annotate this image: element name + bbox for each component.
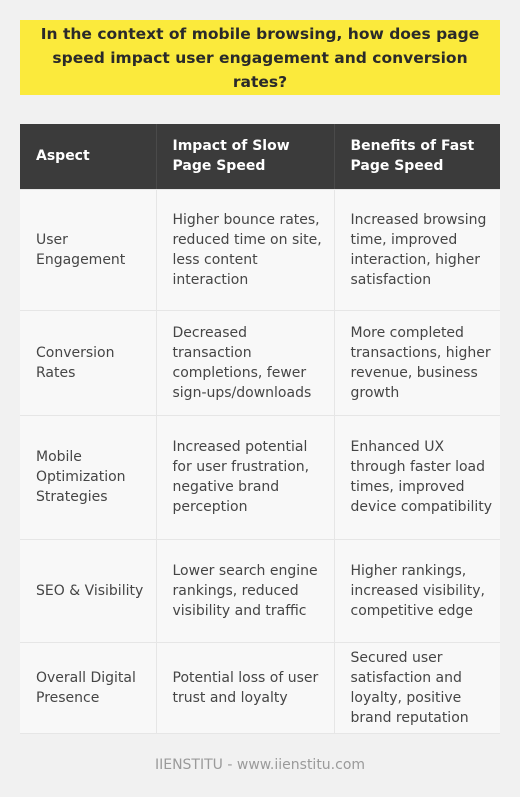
aspect-cell: SEO & Visibility: [20, 539, 157, 643]
aspect-cell: User Engagement: [20, 189, 157, 311]
fast-benefit-cell: Secured user satisfaction and loyalty, p…: [334, 642, 500, 734]
fast-benefit-cell: Higher rankings, increased visibility, c…: [334, 539, 500, 643]
comparison-table: Aspect Impact of Slow Page Speed Benefit…: [20, 124, 500, 734]
header-slow-impact: Impact of Slow Page Speed: [156, 124, 335, 190]
title-banner: In the context of mobile browsing, how d…: [20, 20, 500, 95]
table-row: Conversion Rates Decreased transaction c…: [20, 310, 500, 416]
slow-impact-cell: Higher bounce rates, reduced time on sit…: [156, 189, 335, 311]
aspect-cell: Overall Digital Presence: [20, 642, 157, 734]
fast-benefit-cell: More completed transactions, higher reve…: [334, 310, 500, 416]
aspect-cell: Mobile Optimization Strategies: [20, 415, 157, 540]
slow-impact-cell: Lower search engine rankings, reduced vi…: [156, 539, 335, 643]
slow-impact-cell: Potential loss of user trust and loyalty: [156, 642, 335, 734]
fast-benefit-cell: Increased browsing time, improved intera…: [334, 189, 500, 311]
header-aspect: Aspect: [20, 124, 157, 190]
page-title: In the context of mobile browsing, how d…: [40, 24, 480, 91]
table-row: Overall Digital Presence Potential loss …: [20, 642, 500, 734]
table-row: Mobile Optimization Strategies Increased…: [20, 415, 500, 540]
fast-benefit-cell: Enhanced UX through faster load times, i…: [334, 415, 500, 540]
table-header-row: Aspect Impact of Slow Page Speed Benefit…: [20, 124, 500, 190]
table-row: User Engagement Higher bounce rates, red…: [20, 189, 500, 311]
table-row: SEO & Visibility Lower search engine ran…: [20, 539, 500, 643]
aspect-cell: Conversion Rates: [20, 310, 157, 416]
slow-impact-cell: Decreased transaction completions, fewer…: [156, 310, 335, 416]
footer-credit: IIENSTITU - www.iienstitu.com: [154, 757, 366, 773]
slow-impact-cell: Increased potential for user frustration…: [156, 415, 335, 540]
header-fast-benefits: Benefits of Fast Page Speed: [334, 124, 500, 190]
